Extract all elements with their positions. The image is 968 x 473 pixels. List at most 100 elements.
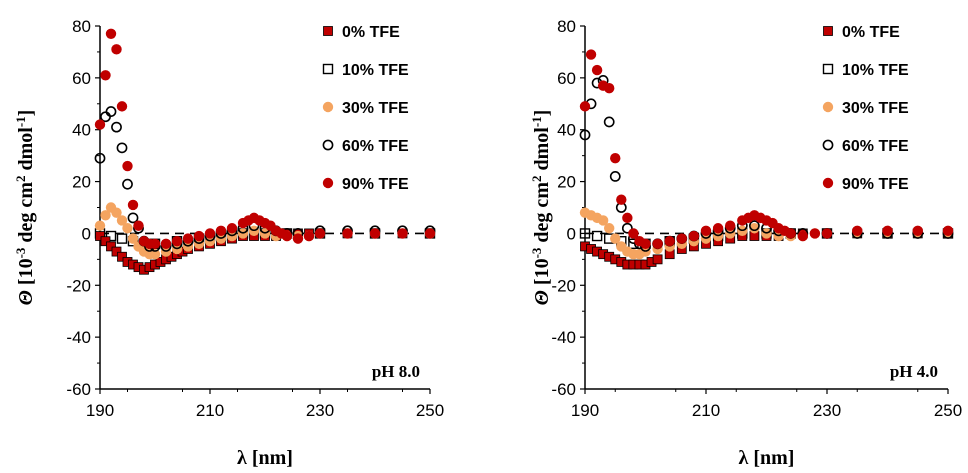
data-point (610, 153, 621, 164)
data-point (116, 215, 128, 226)
legend-label: 30% TFE (342, 100, 409, 117)
y-tick-label: 0 (82, 224, 91, 243)
ph-annotation: pH 4.0 (890, 362, 938, 381)
data-point (882, 225, 893, 237)
data-point (281, 230, 293, 242)
y-tick-label: 40 (72, 121, 91, 140)
ph-annotation: pH 8.0 (372, 362, 420, 381)
data-point (622, 212, 633, 224)
data-point (628, 228, 639, 239)
data-point (111, 121, 122, 133)
legend-marker (822, 177, 834, 189)
series-90-tfe (94, 28, 436, 249)
y-tick-label: 40 (557, 121, 576, 140)
data-point (111, 207, 122, 218)
data-point (122, 223, 133, 234)
data-point (749, 223, 760, 234)
data-point (106, 241, 116, 252)
data-point (652, 254, 663, 265)
data-point (215, 225, 227, 237)
data-point (652, 238, 663, 249)
x-tick-label: 190 (571, 401, 599, 420)
x-axis-label: λ [nm] (237, 447, 293, 469)
data-point (912, 225, 923, 237)
data-point (397, 228, 408, 239)
y-tick-label: -60 (66, 380, 91, 399)
data-point (603, 116, 615, 128)
data-point (116, 142, 128, 154)
data-point (111, 44, 122, 55)
legend-marker (822, 101, 834, 113)
data-point (640, 238, 651, 249)
y-tick-label: -20 (66, 276, 91, 295)
legend-marker (822, 139, 834, 151)
data-point (117, 251, 127, 262)
data-point (585, 49, 597, 60)
data-point (616, 194, 627, 205)
data-point (424, 228, 436, 239)
legend: 0% TFE 10% TFE 30% TFE 60% TFE 90% TFE (322, 24, 409, 193)
data-point (160, 238, 172, 249)
data-point (127, 199, 139, 211)
legend-marker (822, 63, 834, 75)
chart-panel-2: -60 -40 -20 0 20 40 60 80 190 210 230 250 0% TFE 10% … (529, 17, 963, 469)
y-tick-label: 80 (72, 17, 91, 36)
data-point (314, 228, 326, 239)
data-point (127, 212, 139, 224)
y-tick-label: -60 (551, 380, 576, 399)
y-tick-label: -40 (551, 328, 576, 347)
data-point (591, 230, 603, 242)
data-point (105, 230, 117, 242)
legend-label: 0% TFE (342, 24, 400, 41)
data-point (579, 228, 591, 239)
data-point (204, 228, 216, 239)
data-point (688, 230, 700, 242)
x-tick-label: 210 (692, 401, 720, 420)
data-point (303, 230, 315, 242)
data-point (226, 223, 238, 234)
data-point (292, 233, 304, 244)
data-point (604, 83, 615, 94)
data-point (821, 228, 833, 239)
legend-marker (322, 101, 334, 113)
legend-label: 60% TFE (342, 138, 409, 155)
data-point (785, 228, 796, 239)
data-point (610, 233, 621, 244)
data-point (122, 160, 133, 172)
legend-label: 0% TFE (842, 24, 900, 41)
x-tick-label: 250 (934, 401, 962, 420)
data-point (149, 238, 161, 249)
data-point (94, 220, 106, 231)
data-point (100, 236, 111, 247)
data-point (116, 233, 128, 244)
data-point (94, 119, 106, 130)
legend-label: 10% TFE (342, 62, 409, 79)
data-point (100, 210, 111, 221)
series-90-tfe (579, 49, 954, 249)
data-point (105, 28, 117, 39)
data-point (182, 233, 194, 244)
y-axis-label: Θ [10-3 deg cm2 dmol-1] (529, 110, 554, 306)
legend-label: 60% TFE (842, 138, 909, 155)
legend-marker (323, 26, 333, 36)
data-point (369, 228, 381, 239)
y-tick-label: 0 (567, 224, 576, 243)
y-tick-label: 20 (557, 173, 576, 192)
data-point (122, 178, 133, 190)
legend-label: 30% TFE (842, 100, 909, 117)
data-point (579, 129, 591, 141)
data-point (171, 236, 183, 247)
data-point (621, 222, 633, 234)
x-tick-label: 230 (813, 401, 841, 420)
data-point (116, 101, 128, 112)
data-point (105, 106, 117, 117)
y-tick-label: 20 (72, 173, 91, 192)
legend: 0% TFE 10% TFE 30% TFE 60% TFE 90% TFE (822, 24, 909, 193)
legend-label: 90% TFE (842, 176, 909, 193)
x-tick-label: 230 (306, 401, 334, 420)
y-axis-label: Θ [10-3 deg cm2 dmol-1] (13, 110, 38, 306)
data-point (342, 228, 353, 239)
x-axis-label: λ [nm] (739, 447, 795, 469)
y-tick-label: -20 (551, 276, 576, 295)
